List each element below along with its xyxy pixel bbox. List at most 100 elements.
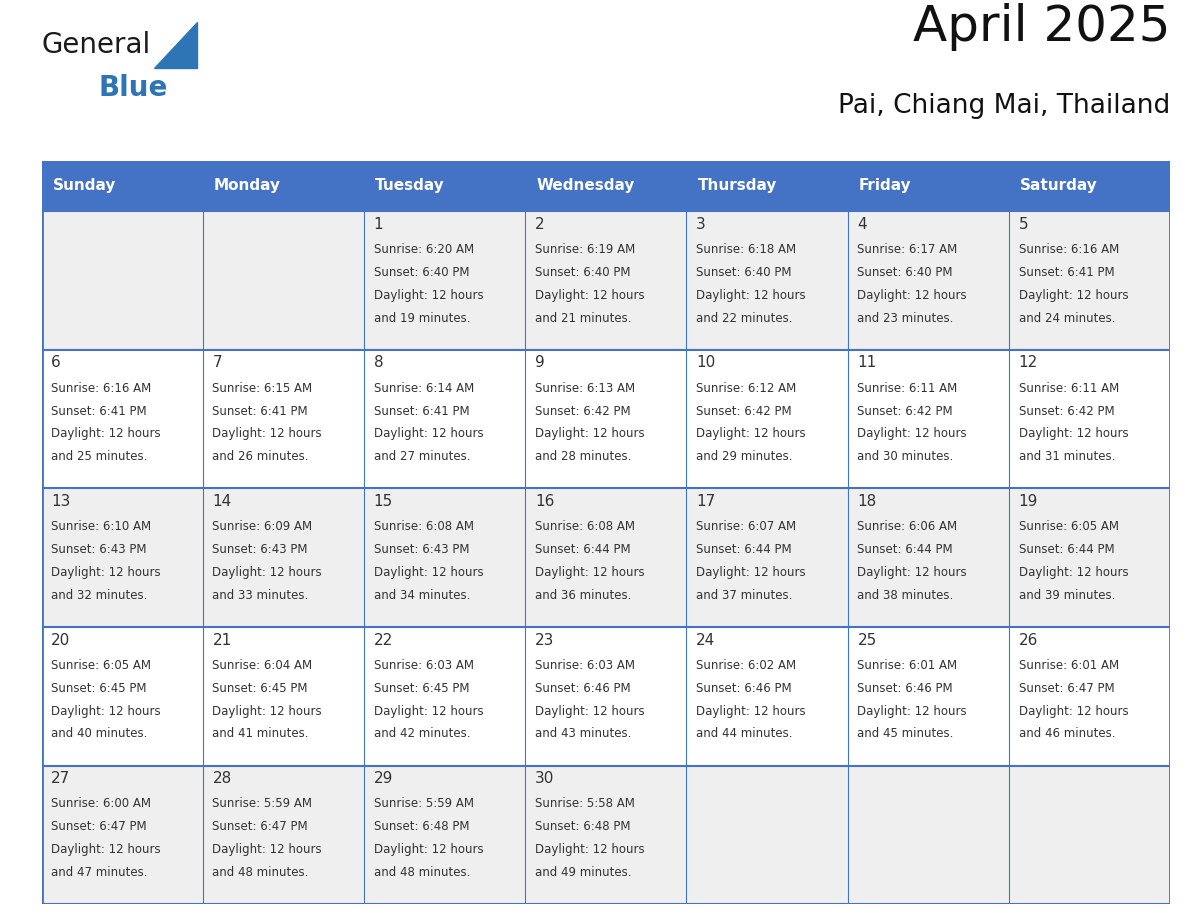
Text: Sunset: 6:45 PM: Sunset: 6:45 PM — [213, 682, 308, 695]
Text: and 29 minutes.: and 29 minutes. — [696, 450, 792, 464]
Text: Daylight: 12 hours: Daylight: 12 hours — [213, 428, 322, 441]
Bar — [42, 766, 1170, 904]
Text: Tuesday: Tuesday — [375, 178, 446, 194]
Bar — [42, 211, 1170, 350]
Text: and 48 minutes.: and 48 minutes. — [213, 866, 309, 879]
Text: and 30 minutes.: and 30 minutes. — [858, 450, 954, 464]
Text: and 40 minutes.: and 40 minutes. — [51, 727, 147, 741]
Text: Daylight: 12 hours: Daylight: 12 hours — [858, 705, 967, 718]
Text: 22: 22 — [374, 633, 393, 647]
Text: 27: 27 — [51, 771, 70, 786]
Text: 4: 4 — [858, 217, 867, 231]
Text: Sunrise: 6:17 AM: Sunrise: 6:17 AM — [858, 243, 958, 256]
Text: Monday: Monday — [214, 178, 282, 194]
Text: 5: 5 — [1018, 217, 1029, 231]
Text: 12: 12 — [1018, 355, 1038, 370]
Text: 29: 29 — [374, 771, 393, 786]
Text: and 44 minutes.: and 44 minutes. — [696, 727, 792, 741]
Text: 8: 8 — [374, 355, 384, 370]
Text: Sunrise: 6:04 AM: Sunrise: 6:04 AM — [213, 659, 312, 672]
Text: and 22 minutes.: and 22 minutes. — [696, 312, 792, 325]
Text: Daylight: 12 hours: Daylight: 12 hours — [535, 705, 645, 718]
Text: Sunrise: 6:00 AM: Sunrise: 6:00 AM — [51, 798, 151, 811]
Text: 1: 1 — [374, 217, 384, 231]
Text: Sunrise: 6:18 AM: Sunrise: 6:18 AM — [696, 243, 796, 256]
Text: Sunday: Sunday — [53, 178, 116, 194]
Text: Sunset: 6:48 PM: Sunset: 6:48 PM — [535, 821, 631, 834]
Text: Daylight: 12 hours: Daylight: 12 hours — [1018, 705, 1129, 718]
Text: Sunrise: 5:58 AM: Sunrise: 5:58 AM — [535, 798, 634, 811]
Text: Sunrise: 6:08 AM: Sunrise: 6:08 AM — [374, 521, 474, 533]
Text: 18: 18 — [858, 494, 877, 509]
Text: Daylight: 12 hours: Daylight: 12 hours — [374, 428, 484, 441]
Text: 11: 11 — [858, 355, 877, 370]
Text: 23: 23 — [535, 633, 555, 647]
Bar — [1009, 161, 1170, 211]
Bar — [364, 161, 525, 211]
Text: and 48 minutes.: and 48 minutes. — [374, 866, 470, 879]
Text: Daylight: 12 hours: Daylight: 12 hours — [858, 428, 967, 441]
Bar — [687, 161, 848, 211]
Text: Sunrise: 6:16 AM: Sunrise: 6:16 AM — [1018, 243, 1119, 256]
Text: Sunset: 6:44 PM: Sunset: 6:44 PM — [858, 543, 953, 556]
Text: Thursday: Thursday — [697, 178, 777, 194]
Text: and 28 minutes.: and 28 minutes. — [535, 450, 631, 464]
Text: Sunset: 6:40 PM: Sunset: 6:40 PM — [535, 266, 631, 279]
Text: Sunset: 6:40 PM: Sunset: 6:40 PM — [696, 266, 791, 279]
Text: Daylight: 12 hours: Daylight: 12 hours — [696, 289, 805, 302]
Text: Sunrise: 6:05 AM: Sunrise: 6:05 AM — [51, 659, 151, 672]
Text: Sunset: 6:44 PM: Sunset: 6:44 PM — [696, 543, 791, 556]
Text: Daylight: 12 hours: Daylight: 12 hours — [535, 289, 645, 302]
Text: Daylight: 12 hours: Daylight: 12 hours — [535, 844, 645, 856]
Text: 21: 21 — [213, 633, 232, 647]
Text: Sunset: 6:43 PM: Sunset: 6:43 PM — [374, 543, 469, 556]
Text: Sunrise: 6:16 AM: Sunrise: 6:16 AM — [51, 382, 152, 395]
Text: Sunrise: 6:03 AM: Sunrise: 6:03 AM — [374, 659, 474, 672]
Text: Sunrise: 5:59 AM: Sunrise: 5:59 AM — [374, 798, 474, 811]
Text: 6: 6 — [51, 355, 61, 370]
Text: Daylight: 12 hours: Daylight: 12 hours — [1018, 566, 1129, 579]
Bar — [42, 161, 203, 211]
Text: Daylight: 12 hours: Daylight: 12 hours — [51, 705, 160, 718]
Text: Sunrise: 6:06 AM: Sunrise: 6:06 AM — [858, 521, 958, 533]
Text: Sunrise: 6:09 AM: Sunrise: 6:09 AM — [213, 521, 312, 533]
Text: Sunset: 6:41 PM: Sunset: 6:41 PM — [51, 405, 147, 418]
Text: Sunset: 6:40 PM: Sunset: 6:40 PM — [374, 266, 469, 279]
Text: Daylight: 12 hours: Daylight: 12 hours — [213, 844, 322, 856]
Text: 17: 17 — [696, 494, 715, 509]
Text: Daylight: 12 hours: Daylight: 12 hours — [696, 428, 805, 441]
Text: 7: 7 — [213, 355, 222, 370]
Text: General: General — [42, 31, 151, 59]
Text: and 36 minutes.: and 36 minutes. — [535, 588, 631, 602]
Text: Sunset: 6:47 PM: Sunset: 6:47 PM — [1018, 682, 1114, 695]
Text: 28: 28 — [213, 771, 232, 786]
Text: Blue: Blue — [99, 73, 168, 102]
Text: Daylight: 12 hours: Daylight: 12 hours — [858, 289, 967, 302]
Text: 20: 20 — [51, 633, 70, 647]
Text: and 47 minutes.: and 47 minutes. — [51, 866, 147, 879]
Text: 16: 16 — [535, 494, 555, 509]
Text: Sunrise: 6:07 AM: Sunrise: 6:07 AM — [696, 521, 796, 533]
Text: 19: 19 — [1018, 494, 1038, 509]
Text: and 42 minutes.: and 42 minutes. — [374, 727, 470, 741]
Text: Sunset: 6:40 PM: Sunset: 6:40 PM — [858, 266, 953, 279]
Polygon shape — [153, 22, 197, 68]
Text: Daylight: 12 hours: Daylight: 12 hours — [1018, 428, 1129, 441]
Bar — [42, 350, 1170, 488]
Text: Sunrise: 6:19 AM: Sunrise: 6:19 AM — [535, 243, 636, 256]
Text: Sunrise: 6:20 AM: Sunrise: 6:20 AM — [374, 243, 474, 256]
Text: Daylight: 12 hours: Daylight: 12 hours — [213, 566, 322, 579]
Text: Wednesday: Wednesday — [537, 178, 634, 194]
Text: and 33 minutes.: and 33 minutes. — [213, 588, 309, 602]
Text: and 43 minutes.: and 43 minutes. — [535, 727, 631, 741]
Text: and 24 minutes.: and 24 minutes. — [1018, 312, 1116, 325]
Text: Sunset: 6:47 PM: Sunset: 6:47 PM — [51, 821, 147, 834]
Text: Sunrise: 6:15 AM: Sunrise: 6:15 AM — [213, 382, 312, 395]
Text: Sunset: 6:45 PM: Sunset: 6:45 PM — [51, 682, 147, 695]
Text: 2: 2 — [535, 217, 544, 231]
Bar — [525, 161, 687, 211]
Text: Sunrise: 6:03 AM: Sunrise: 6:03 AM — [535, 659, 634, 672]
Text: Sunset: 6:43 PM: Sunset: 6:43 PM — [213, 543, 308, 556]
Text: and 49 minutes.: and 49 minutes. — [535, 866, 632, 879]
Text: and 26 minutes.: and 26 minutes. — [213, 450, 309, 464]
